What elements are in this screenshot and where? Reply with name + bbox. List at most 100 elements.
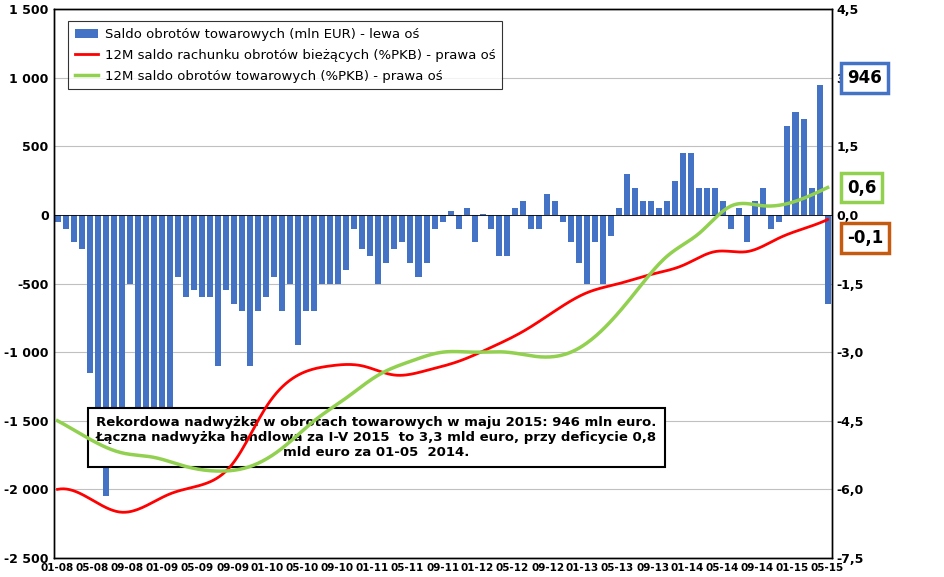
Bar bbox=[167, 215, 173, 434]
Text: -0,1: -0,1 bbox=[846, 229, 883, 247]
Bar bbox=[198, 215, 205, 297]
Bar bbox=[599, 215, 605, 283]
Bar bbox=[423, 215, 430, 263]
Bar bbox=[431, 215, 437, 228]
Bar bbox=[230, 215, 237, 304]
Text: Rekordowa nadwyżka w obrotach towarowych w maju 2015: 946 mln euro.
Łączna nadwy: Rekordowa nadwyżka w obrotach towarowych… bbox=[95, 416, 656, 459]
Bar bbox=[776, 215, 782, 222]
Bar bbox=[399, 215, 405, 242]
Bar bbox=[784, 126, 789, 215]
Bar bbox=[255, 215, 261, 311]
Bar bbox=[792, 112, 798, 215]
Bar bbox=[343, 215, 349, 270]
Bar bbox=[191, 215, 196, 290]
Bar bbox=[383, 215, 389, 263]
Bar bbox=[648, 201, 653, 215]
Bar bbox=[439, 215, 446, 222]
Bar bbox=[559, 215, 565, 222]
Bar bbox=[760, 188, 766, 215]
Bar bbox=[295, 215, 301, 345]
Text: 946: 946 bbox=[846, 69, 881, 87]
Bar bbox=[735, 208, 742, 215]
Bar bbox=[303, 215, 309, 311]
Bar bbox=[632, 188, 637, 215]
Bar bbox=[455, 215, 461, 228]
Bar bbox=[664, 201, 669, 215]
Bar bbox=[407, 215, 413, 263]
Bar bbox=[655, 208, 662, 215]
Bar bbox=[119, 215, 125, 441]
Bar bbox=[728, 215, 733, 228]
Bar bbox=[696, 188, 701, 215]
Bar bbox=[615, 208, 621, 215]
Bar bbox=[464, 208, 469, 215]
Bar bbox=[639, 201, 646, 215]
Bar bbox=[159, 215, 164, 441]
Bar bbox=[824, 215, 830, 304]
Legend: Saldo obrotów towarowych (mln EUR) - lewa oś, 12M saldo rachunku obrotów bieżący: Saldo obrotów towarowych (mln EUR) - lew… bbox=[68, 21, 501, 89]
Bar bbox=[496, 215, 501, 256]
Bar bbox=[503, 215, 509, 256]
Bar bbox=[223, 215, 228, 290]
Bar bbox=[680, 153, 685, 215]
Bar bbox=[262, 215, 269, 297]
Bar bbox=[487, 215, 493, 228]
Bar bbox=[391, 215, 397, 249]
Bar bbox=[110, 215, 116, 462]
Bar bbox=[271, 215, 277, 277]
Bar bbox=[671, 181, 678, 215]
Bar bbox=[415, 215, 421, 277]
Bar bbox=[567, 215, 573, 242]
Bar bbox=[246, 215, 253, 366]
Bar bbox=[703, 188, 710, 215]
Bar bbox=[744, 215, 750, 242]
Bar bbox=[447, 211, 453, 215]
Bar bbox=[183, 215, 189, 297]
Bar bbox=[94, 215, 101, 448]
Bar bbox=[351, 215, 357, 228]
Bar bbox=[712, 188, 717, 215]
Bar bbox=[607, 215, 614, 235]
Bar bbox=[207, 215, 212, 297]
Bar bbox=[87, 215, 93, 373]
Bar bbox=[751, 201, 758, 215]
Bar bbox=[535, 215, 541, 228]
Bar bbox=[367, 215, 373, 256]
Bar bbox=[767, 215, 774, 228]
Bar bbox=[214, 215, 221, 366]
Bar bbox=[151, 215, 157, 462]
Bar bbox=[528, 215, 533, 228]
Bar bbox=[78, 215, 85, 249]
Bar bbox=[575, 215, 582, 263]
Bar bbox=[375, 215, 381, 283]
Bar bbox=[512, 208, 517, 215]
Bar bbox=[800, 119, 805, 215]
Bar bbox=[143, 215, 148, 455]
Bar bbox=[287, 215, 293, 283]
Bar bbox=[359, 215, 365, 249]
Bar bbox=[175, 215, 180, 277]
Bar bbox=[583, 215, 589, 283]
Bar bbox=[808, 188, 814, 215]
Bar bbox=[239, 215, 244, 311]
Bar bbox=[816, 85, 821, 215]
Bar bbox=[471, 215, 477, 242]
Bar bbox=[311, 215, 317, 311]
Bar bbox=[480, 213, 485, 215]
Bar bbox=[543, 194, 549, 215]
Bar bbox=[135, 215, 141, 441]
Bar bbox=[62, 215, 69, 228]
Bar bbox=[55, 215, 60, 222]
Bar bbox=[126, 215, 132, 283]
Bar bbox=[319, 215, 325, 283]
Bar bbox=[591, 215, 598, 242]
Bar bbox=[71, 215, 76, 242]
Text: 0,6: 0,6 bbox=[846, 178, 876, 197]
Bar bbox=[335, 215, 341, 283]
Bar bbox=[551, 201, 557, 215]
Bar bbox=[278, 215, 285, 311]
Bar bbox=[687, 153, 694, 215]
Bar bbox=[327, 215, 333, 283]
Bar bbox=[719, 201, 726, 215]
Bar bbox=[623, 174, 630, 215]
